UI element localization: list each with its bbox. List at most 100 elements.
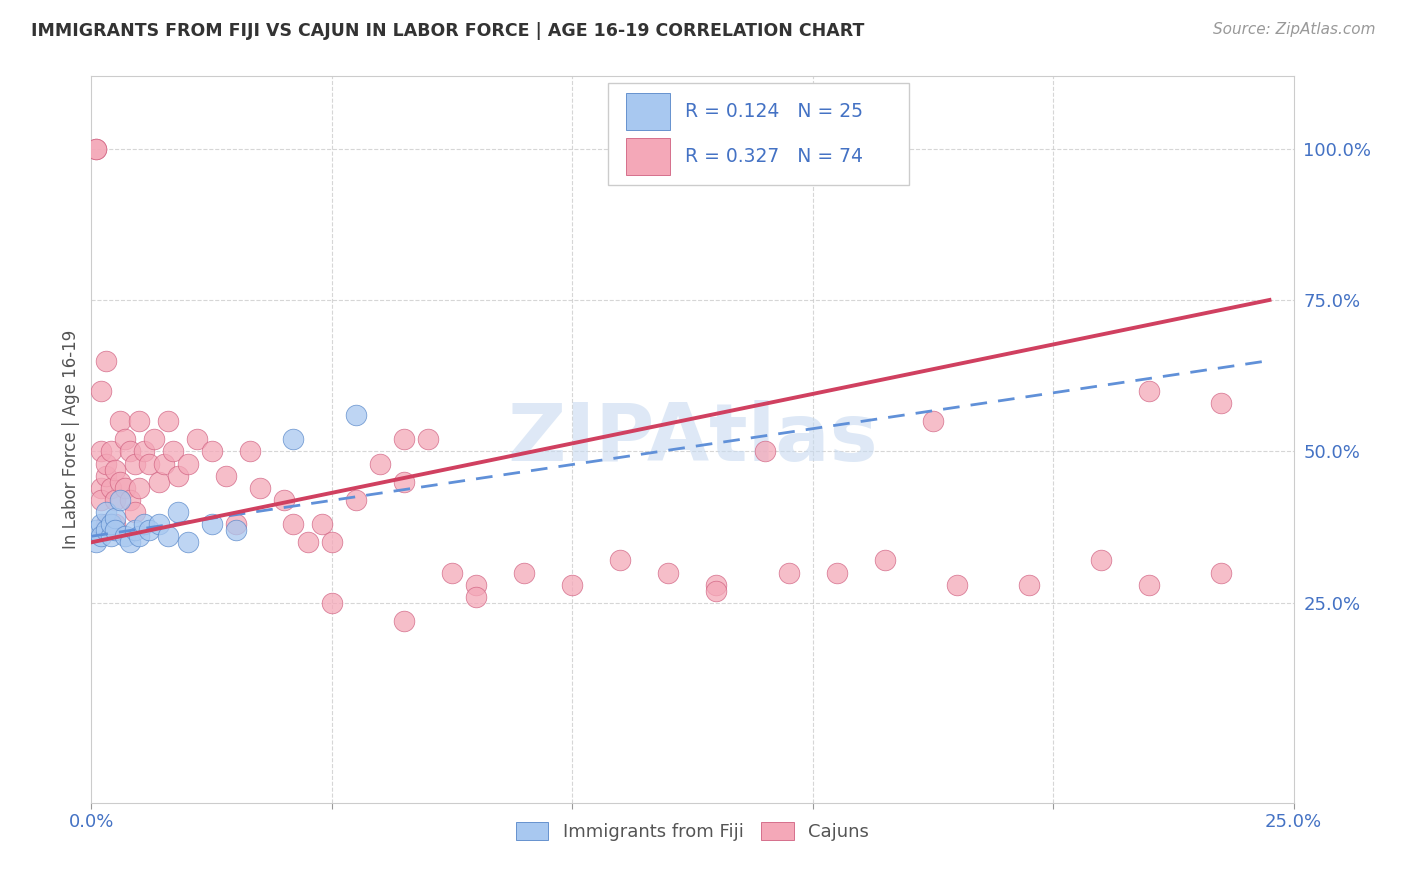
Cajuns <box>100 481 122 495</box>
Cajuns <box>1090 553 1112 567</box>
Cajuns <box>201 444 224 458</box>
Cajuns <box>225 517 247 532</box>
Cajuns <box>142 433 165 447</box>
Cajuns <box>90 481 112 495</box>
Cajuns <box>465 578 488 592</box>
Cajuns <box>1018 578 1040 592</box>
Cajuns <box>90 384 112 398</box>
Cajuns <box>440 566 463 580</box>
Text: R = 0.327   N = 74: R = 0.327 N = 74 <box>685 147 863 166</box>
Cajuns <box>110 475 132 489</box>
Cajuns <box>416 433 439 447</box>
Cajuns <box>513 566 536 580</box>
Cajuns <box>104 517 127 532</box>
Cajuns <box>152 457 174 471</box>
Cajuns <box>249 481 271 495</box>
Immigrants from Fiji <box>110 492 132 507</box>
Cajuns <box>186 433 208 447</box>
Immigrants from Fiji <box>124 523 146 537</box>
Text: R = 0.124   N = 25: R = 0.124 N = 25 <box>685 102 863 121</box>
Cajuns <box>110 414 132 428</box>
Cajuns <box>1211 396 1233 410</box>
Cajuns <box>104 462 127 476</box>
FancyBboxPatch shape <box>609 83 908 185</box>
Cajuns <box>100 444 122 458</box>
Cajuns <box>1211 566 1233 580</box>
Immigrants from Fiji <box>283 433 305 447</box>
Immigrants from Fiji <box>134 517 156 532</box>
Immigrants from Fiji <box>94 505 117 519</box>
Cajuns <box>148 475 170 489</box>
Y-axis label: In Labor Force | Age 16-19: In Labor Force | Age 16-19 <box>62 330 80 549</box>
Cajuns <box>392 614 415 628</box>
Cajuns <box>94 468 117 483</box>
Cajuns <box>124 505 146 519</box>
Cajuns <box>118 444 141 458</box>
Cajuns <box>176 457 198 471</box>
Cajuns <box>90 492 112 507</box>
Cajuns <box>134 444 156 458</box>
Immigrants from Fiji <box>104 523 127 537</box>
Cajuns <box>273 492 295 507</box>
Cajuns <box>283 517 305 532</box>
Cajuns <box>321 535 343 549</box>
Immigrants from Fiji <box>90 517 112 532</box>
Immigrants from Fiji <box>118 535 141 549</box>
Text: IMMIGRANTS FROM FIJI VS CAJUN IN LABOR FORCE | AGE 16-19 CORRELATION CHART: IMMIGRANTS FROM FIJI VS CAJUN IN LABOR F… <box>31 22 865 40</box>
Cajuns <box>311 517 333 532</box>
Immigrants from Fiji <box>104 511 127 525</box>
Cajuns <box>1137 578 1160 592</box>
Cajuns <box>114 481 136 495</box>
Immigrants from Fiji <box>148 517 170 532</box>
Cajuns <box>392 433 415 447</box>
Text: Source: ZipAtlas.com: Source: ZipAtlas.com <box>1212 22 1375 37</box>
Immigrants from Fiji <box>344 408 367 422</box>
Cajuns <box>946 578 969 592</box>
Cajuns <box>922 414 945 428</box>
Immigrants from Fiji <box>100 517 122 532</box>
Cajuns <box>138 457 160 471</box>
Cajuns <box>128 481 150 495</box>
Immigrants from Fiji <box>128 529 150 543</box>
Cajuns <box>104 492 127 507</box>
Immigrants from Fiji <box>201 517 224 532</box>
Cajuns <box>94 353 117 368</box>
Immigrants from Fiji <box>176 535 198 549</box>
Cajuns <box>157 414 180 428</box>
Immigrants from Fiji <box>84 535 107 549</box>
Cajuns <box>90 444 112 458</box>
Cajuns <box>609 553 631 567</box>
Cajuns <box>344 492 367 507</box>
Cajuns <box>657 566 679 580</box>
Cajuns <box>167 468 190 483</box>
Cajuns <box>873 553 896 567</box>
Cajuns <box>706 583 728 598</box>
Cajuns <box>1137 384 1160 398</box>
Cajuns <box>465 590 488 604</box>
Immigrants from Fiji <box>94 523 117 537</box>
Immigrants from Fiji <box>138 523 160 537</box>
Immigrants from Fiji <box>84 523 107 537</box>
Cajuns <box>124 457 146 471</box>
Cajuns <box>94 517 117 532</box>
Cajuns <box>368 457 391 471</box>
Cajuns <box>297 535 319 549</box>
Text: ZIPAtlas: ZIPAtlas <box>508 401 877 478</box>
Immigrants from Fiji <box>114 529 136 543</box>
Cajuns <box>239 444 262 458</box>
Cajuns <box>84 142 107 156</box>
Cajuns <box>561 578 583 592</box>
Immigrants from Fiji <box>225 523 247 537</box>
Legend: Immigrants from Fiji, Cajuns: Immigrants from Fiji, Cajuns <box>509 814 876 848</box>
FancyBboxPatch shape <box>626 137 669 176</box>
Cajuns <box>392 475 415 489</box>
Cajuns <box>94 457 117 471</box>
Immigrants from Fiji <box>100 529 122 543</box>
Cajuns <box>215 468 238 483</box>
Cajuns <box>128 414 150 428</box>
Cajuns <box>825 566 848 580</box>
Cajuns <box>84 142 107 156</box>
Cajuns <box>114 433 136 447</box>
Cajuns <box>162 444 184 458</box>
Cajuns <box>706 578 728 592</box>
